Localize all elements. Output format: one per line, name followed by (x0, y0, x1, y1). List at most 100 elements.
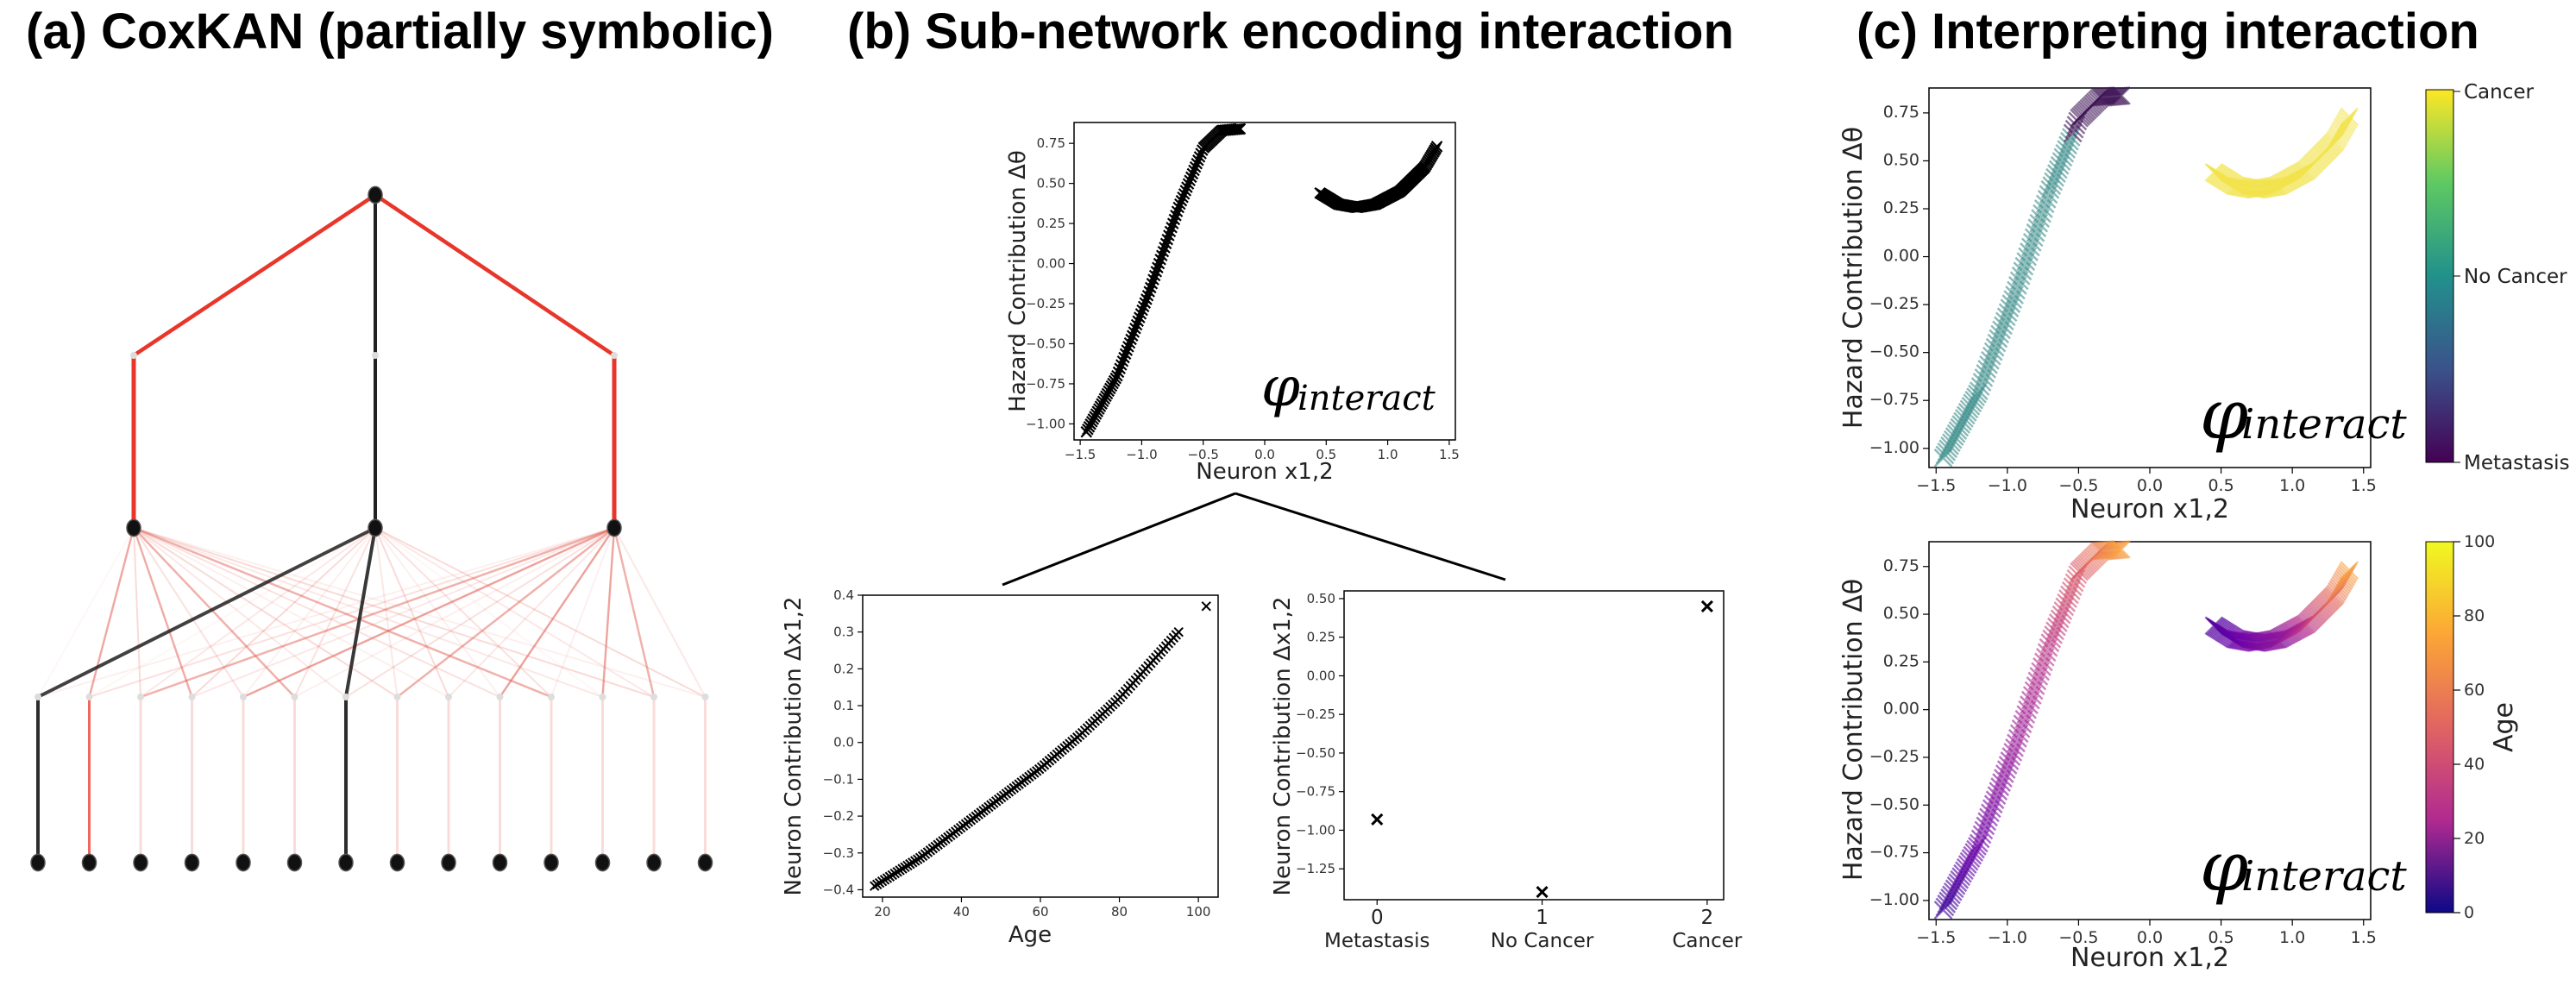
faint-edge (37, 527, 615, 698)
sum-node (611, 352, 618, 359)
faint-edge (133, 527, 603, 698)
faint-edge (88, 527, 376, 698)
hazard-point (1188, 164, 1200, 177)
plot-b-age-yticks: 0.4 0.3 0.2 0.1 0.0 −0.1 −0.2 −0.3 −0.4 (823, 587, 863, 897)
colorbar-label-nocancer: No Cancer (2464, 266, 2567, 288)
input-node (184, 853, 200, 872)
hazard-point (1143, 286, 1155, 298)
x-tick-label: 0.0 (1254, 447, 1275, 462)
category-point (1371, 813, 1384, 826)
colorbar-age-tick-label: 100 (2464, 532, 2495, 551)
y-tick-label: 0.50 (1883, 604, 1919, 623)
hazard-point (1134, 308, 1147, 320)
x-tick-label: 1.0 (1378, 447, 1398, 462)
x-tick-label: −1.0 (1988, 928, 2027, 947)
dark-edge (344, 527, 377, 698)
plot-b-cat-ylabel: Neuron Contribution Δx1,2 (1270, 597, 1296, 896)
input-node (286, 853, 303, 872)
colorbar-age-label: Age (2489, 702, 2519, 752)
hazard-point (1116, 355, 1129, 367)
interpreting-point (2103, 86, 2123, 106)
hazard-point (1175, 194, 1188, 207)
colorbar-category-ticks (2453, 91, 2460, 463)
edge-strong (499, 527, 616, 698)
y-tick-label: −0.25 (1869, 294, 1919, 313)
sum-node (240, 694, 247, 700)
sum-node (599, 694, 606, 700)
hazard-point (1141, 289, 1154, 302)
y-tick-label: 0.4 (833, 587, 854, 603)
hazard-point (1153, 257, 1165, 270)
faint-edge (140, 527, 376, 698)
interpreting-point (2105, 540, 2125, 560)
y-tick-label: 0.2 (833, 661, 854, 676)
faint-edge (133, 527, 399, 698)
x-tick-label: 100 (1186, 904, 1211, 920)
colorbar-age-tick-label: 40 (2464, 755, 2485, 774)
faint-edge (133, 527, 347, 698)
plot-c-bottom-ylabel: Hazard Contribution Δθ (1838, 579, 1869, 881)
x-tick-label: 0 (1371, 907, 1384, 929)
x-tick-label: 80 (1111, 904, 1128, 920)
faint-edge (374, 527, 399, 698)
colorbar-age-tick-label: 60 (2464, 681, 2485, 700)
plot-b-age: 20 40 60 80 100 0.4 0.3 0.2 0.1 0.0 −0.1 −0.2 −0.3 −… (781, 587, 1219, 948)
input-node (594, 853, 611, 872)
y-tick-label: −0.25 (1296, 706, 1335, 722)
plot-c-top-points (1933, 86, 2359, 468)
hazard-point (1234, 122, 1247, 135)
y-tick-label: −0.75 (1296, 784, 1335, 800)
x-tick-label: −1.5 (1065, 447, 1096, 462)
plot-c-bottom-xlabel: Neuron x1,2 (2070, 943, 2229, 973)
phi-symbol-c-bottom: φ (2200, 826, 2248, 907)
hazard-point (1179, 185, 1192, 197)
interpreting-point (2108, 540, 2128, 560)
colorbar-label-cancer: Cancer (2464, 81, 2535, 104)
sum-node (188, 694, 196, 700)
output-node (368, 185, 383, 204)
faint-edge (133, 527, 552, 698)
y-tick-label: −1.00 (1869, 438, 1919, 457)
y-tick-label: 0.25 (1883, 198, 1919, 217)
colorbar-age (2425, 541, 2454, 914)
plot-b-top-ylabel: Hazard Contribution Δθ (1005, 150, 1031, 411)
hazard-point (1122, 341, 1134, 353)
y-tick-label: −0.50 (1296, 745, 1335, 761)
zoom-connector (1002, 492, 1506, 587)
hazard-point (1177, 191, 1189, 204)
coxkan-network (30, 185, 713, 872)
plot-b-cat: 0 1 2 Metastasis No Cancer Cancer 0.50 0.25 0.0… (1270, 590, 1743, 952)
hazard-point (1147, 273, 1159, 286)
plot-b-top-yticks: 0.75 0.50 0.25 0.00 −0.25 −0.50 −0.75 −1.00 (1026, 135, 1074, 431)
plot-c-bottom-xticks: −1.5 −1.0 −0.5 0.0 0.5 1.0 1.5 (1916, 920, 2377, 947)
hazard-point (1152, 261, 1164, 273)
hazard-point (1128, 326, 1140, 338)
hazard-point (1159, 237, 1172, 250)
y-tick-label: −0.1 (823, 771, 854, 787)
y-tick-label: −0.25 (1026, 296, 1065, 311)
hazard-point (1148, 269, 1161, 282)
x-tick-label: −1.0 (1988, 476, 2027, 495)
x-tick-label: −0.5 (1187, 447, 1218, 462)
faint-edge (374, 527, 706, 698)
hazard-point (1191, 157, 1203, 170)
hazard-point (1121, 344, 1134, 356)
panel-c-title: (c) Interpreting interaction (1857, 3, 2479, 60)
plot-b-cat-xticks: 0 1 2 Metastasis No Cancer Cancer (1324, 900, 1743, 952)
y-tick-label: 0.0 (833, 735, 854, 750)
interpreting-point (2340, 107, 2359, 127)
hidden-node (368, 518, 383, 537)
hazard-point (1114, 362, 1126, 374)
faint-edge (133, 527, 449, 698)
input-node (697, 853, 713, 872)
y-tick-label: −0.50 (1869, 342, 1919, 361)
faint-edge (396, 527, 615, 698)
y-tick-label: 0.50 (1307, 591, 1335, 606)
colorbar-age-ticks: 100 80 60 40 20 0 (2453, 532, 2495, 922)
category-label: Metastasis (1324, 930, 1430, 952)
hazard-point (1118, 351, 1130, 364)
hazard-point (1129, 322, 1141, 335)
faint-edge (499, 527, 615, 698)
sum-node (548, 694, 555, 700)
faint-edge (374, 527, 501, 698)
